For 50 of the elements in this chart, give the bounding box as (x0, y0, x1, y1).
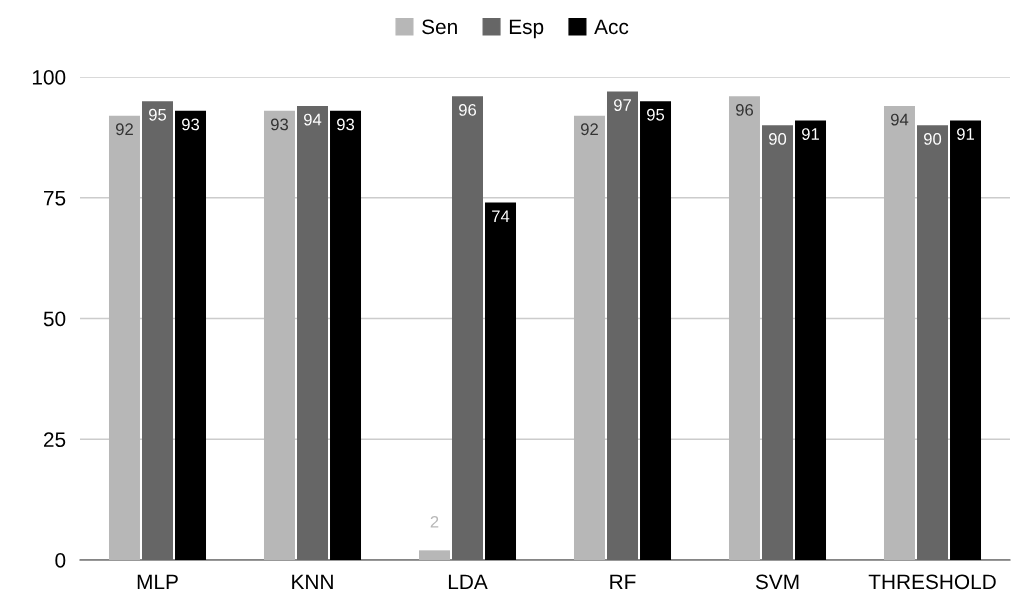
bar (883, 105, 915, 560)
x-tick-label: LDA (448, 574, 488, 589)
legend-label: Sen (422, 19, 457, 35)
x-tick-label: THRESHOLD (868, 574, 996, 590)
data-label: 92 (581, 123, 598, 136)
data-label: 94 (891, 113, 909, 126)
bar (263, 110, 295, 560)
data-label: 93 (337, 118, 355, 131)
data-label: 95 (647, 108, 665, 121)
y-tick-label: 0 (55, 553, 66, 568)
bar (762, 125, 793, 560)
y-tick-label: 25 (43, 432, 66, 447)
x-tick-label: RF (610, 574, 636, 589)
bar (418, 550, 450, 560)
bar (297, 105, 328, 560)
x-tick-label: KNN (292, 574, 333, 589)
data-label: 90 (924, 132, 942, 145)
x-tick-label: SVM (755, 574, 799, 590)
data-label: 92 (116, 123, 133, 136)
data-label: 97 (614, 99, 631, 111)
bar (452, 96, 483, 560)
data-label: 91 (802, 128, 819, 140)
y-tick-label: 50 (43, 311, 66, 327)
bar (485, 202, 517, 560)
data-label: 74 (492, 210, 510, 222)
bar (607, 91, 638, 560)
y-tick-label: 75 (44, 190, 66, 206)
bar (917, 125, 948, 560)
x-tick-label: MLP (137, 574, 178, 589)
data-label: 93 (271, 118, 289, 131)
data-label: 94 (304, 113, 322, 126)
data-label: 96 (736, 104, 754, 116)
bar (728, 96, 760, 560)
data-label: 93 (182, 118, 200, 131)
bar (142, 101, 173, 560)
y-tick-label: 100 (32, 70, 66, 85)
legend-label: Esp (509, 19, 544, 39)
bar (573, 115, 605, 560)
bar (640, 101, 672, 560)
data-label: 95 (149, 108, 167, 121)
data-label: 2 (430, 515, 439, 528)
bar (175, 110, 207, 560)
legend-label: Acc (594, 19, 629, 35)
bar (330, 110, 362, 560)
data-label: 96 (459, 104, 477, 116)
data-label: 90 (769, 132, 787, 145)
bar (950, 120, 982, 560)
data-label: 91 (957, 128, 974, 140)
bar (795, 120, 827, 560)
bar (108, 115, 140, 560)
